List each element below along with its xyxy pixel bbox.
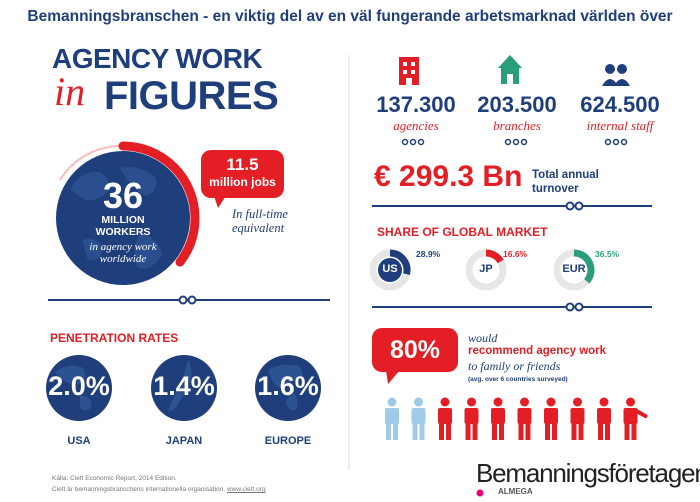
brand-sub: ALMEGA [498,487,533,496]
source-link[interactable]: www.ciett.org [226,486,266,493]
workers-line4: worldwide [99,253,147,265]
stat-branches: 203.500 branches [472,92,562,134]
turnover-label: Total annual turnover [532,168,599,196]
stat-label: internal staff [586,118,654,133]
penetration-region-europe: EUROPE [264,435,312,447]
person-icon [385,397,399,440]
donut-segment-us [389,249,411,275]
person-icon [491,397,505,440]
stat-internal-staff: 624.500 internal staff [572,92,668,134]
source-line2: Ciett är bemanningsbranschens internatio… [52,486,266,493]
person-icon [411,397,426,440]
workers-number: 36 [102,175,144,216]
market-share-us: 28.9% [416,249,441,259]
penetration-region-japan: JAPAN [165,435,203,447]
turnover-divider [372,201,652,211]
workers-line1: MILLION [101,214,145,226]
turnover-value: € 299.3 Bn [374,160,523,193]
recommend-percent: 80% [372,328,458,372]
market-share-title: SHARE OF GLOBAL MARKET [377,225,548,239]
fulltime-line1: In full-time [232,207,288,221]
stats-dots [401,138,628,146]
stat-value: 137.300 [376,92,456,117]
person-icon [517,397,532,440]
recommend-note: (avg. over 6 countries surveyed) [468,376,568,383]
people-icon [602,64,630,86]
workers-stat: 36 MILLION WORKERS in agency work worldw… [58,175,188,266]
person-icon [623,397,648,440]
recommend-friends: to family or friends [468,359,561,373]
person-icon [597,397,611,440]
recommend-main: recommend agency work [468,345,607,357]
brand-mark [476,489,484,497]
donut-segment-eur [573,249,595,284]
penetration-value-usa: 2.0% [48,371,110,401]
agency-work-heading: AGENCY WORK [52,43,263,74]
market-share-jp: 16.6% [503,249,528,259]
person-icon [544,397,558,440]
market-divider [372,302,652,312]
market-share-donuts [369,249,595,291]
in-heading: in [54,69,86,114]
fulltime-note: In full-time equivalent [232,207,288,235]
turnover-label-line2: turnover [532,183,579,195]
building-icon [399,57,419,85]
person-icon [570,397,585,440]
fulltime-line2: equivalent [232,221,285,235]
people-row [385,397,648,440]
donut-segment-jp [485,249,504,264]
donut-center [562,258,586,282]
person-icon [438,397,452,440]
market-share-eur: 36.5% [595,249,620,259]
page-title: Bemanningsbranschen - en viktig del av e… [27,8,673,25]
stat-label: agencies [393,118,439,133]
turnover-label-line1: Total annual [532,169,599,181]
source-line1: Källa: Ciett Economic Report, 2014 Editi… [52,475,177,482]
house-icon [498,55,522,84]
donut-center [474,258,498,282]
penetration-region-usa: USA [67,435,91,447]
market-region-jp: JP [479,263,493,275]
globe-icon [151,355,217,421]
person-icon [464,397,479,440]
jobs-number: 11.5 [226,155,259,174]
donut-center [378,258,402,282]
jobs-callout: 11.5 million jobs [201,150,284,198]
jobs-label: million jobs [209,175,276,189]
workers-line2: WORKERS [95,226,151,238]
penetration-value-japan: 1.4% [153,371,215,401]
market-region-us: US [382,263,398,275]
stat-value: 624.500 [580,92,660,117]
penetration-value-europe: 1.6% [257,371,319,401]
figures-heading: FIGURES [104,74,279,118]
brand-logo: Bemanningsföretagen [476,458,700,488]
stat-value: 203.500 [477,92,557,117]
jobs-arc [118,141,200,267]
recommend-would: would [468,331,498,345]
workers-line3: in agency work [89,241,157,253]
stat-agencies: 137.300 agencies [371,92,461,134]
penetration-title: PENETRATION RATES [50,331,179,345]
source-text: Ciett är bemanningsbranschens internatio… [52,486,226,493]
market-region-eur: EUR [562,263,586,275]
globe-icon [255,355,321,421]
globe-icon [56,151,190,285]
left-divider [48,295,330,305]
stat-label: branches [493,118,541,133]
globe-icon [46,355,112,421]
